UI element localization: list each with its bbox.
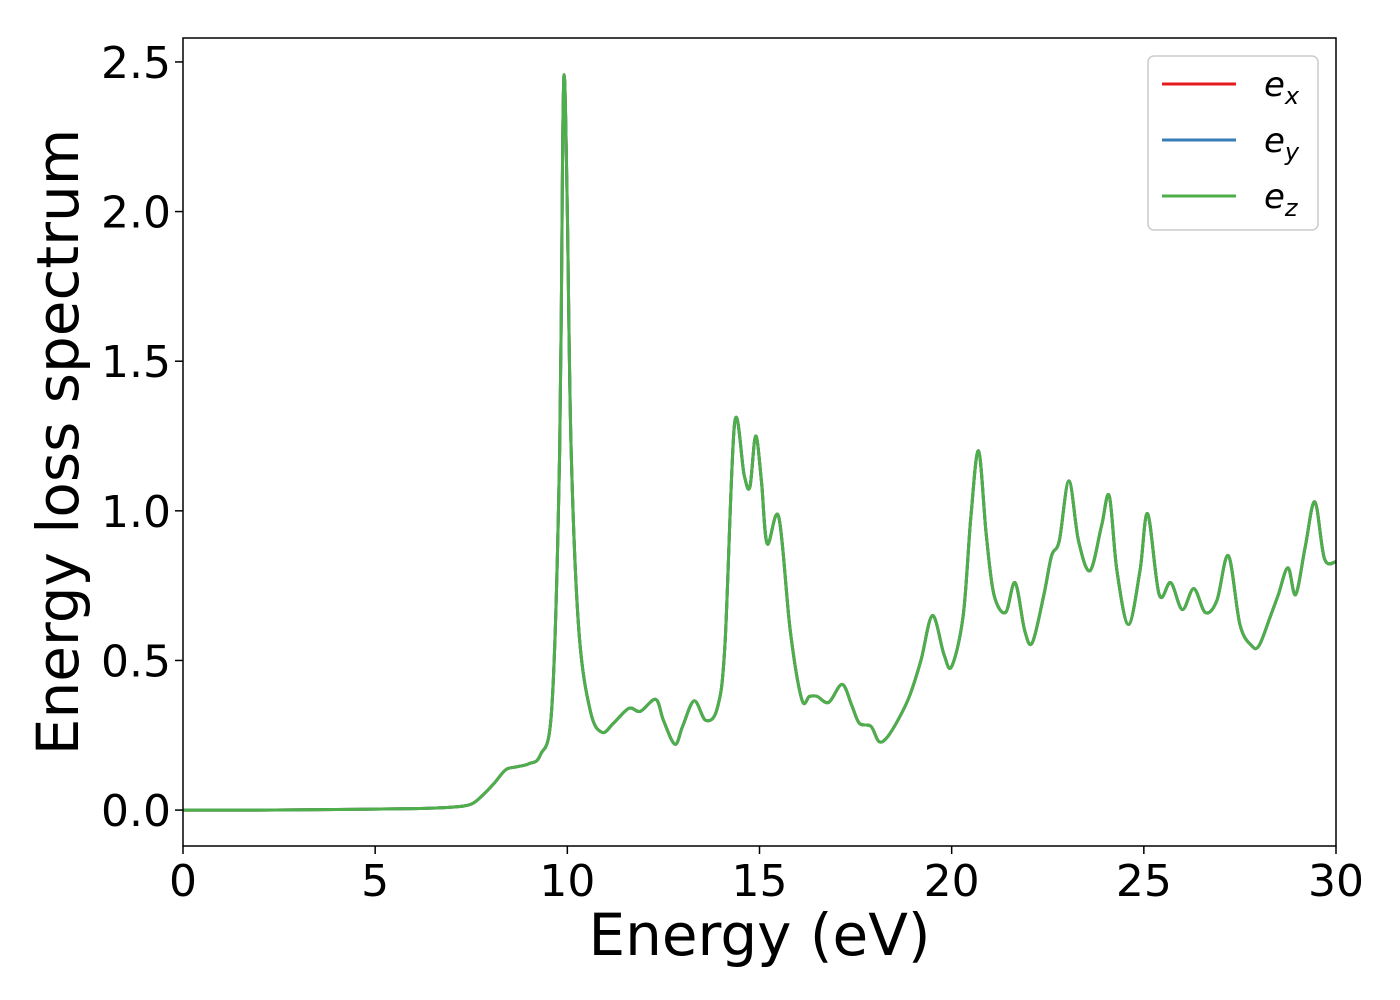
- legend-label-ex: ex: [1264, 65, 1300, 110]
- y-tick-label: 2.5: [101, 38, 171, 89]
- legend: ex ey ez: [1147, 55, 1319, 231]
- y-axis: 0.0 0.5 1.0 1.5 2.0 2.5: [101, 38, 183, 837]
- x-tick-label: 10: [539, 856, 595, 907]
- y-tick-label: 2.0: [101, 188, 171, 239]
- x-tick-label: 5: [361, 856, 389, 907]
- series-layer: [183, 73, 1336, 812]
- x-axis-title: Energy (eV): [588, 901, 930, 969]
- x-tick-label: 25: [1116, 856, 1172, 907]
- x-axis: 0 5 10 15 20 25 30: [169, 846, 1364, 907]
- legend-label-ey: ey: [1264, 121, 1300, 166]
- x-tick-label: 0: [169, 856, 197, 907]
- y-axis-title: Energy loss spectrum: [24, 129, 92, 755]
- y-tick-label: 0.5: [101, 636, 171, 687]
- series-line-ez: [183, 73, 1336, 812]
- legend-box: [1147, 55, 1319, 231]
- x-tick-label: 20: [924, 856, 980, 907]
- legend-label-ez: ez: [1264, 177, 1299, 222]
- y-tick-label: 0.0: [101, 786, 171, 837]
- y-tick-label: 1.5: [101, 337, 171, 388]
- x-tick-label: 15: [732, 856, 788, 907]
- x-tick-label: 30: [1308, 856, 1364, 907]
- y-tick-label: 1.0: [101, 487, 171, 538]
